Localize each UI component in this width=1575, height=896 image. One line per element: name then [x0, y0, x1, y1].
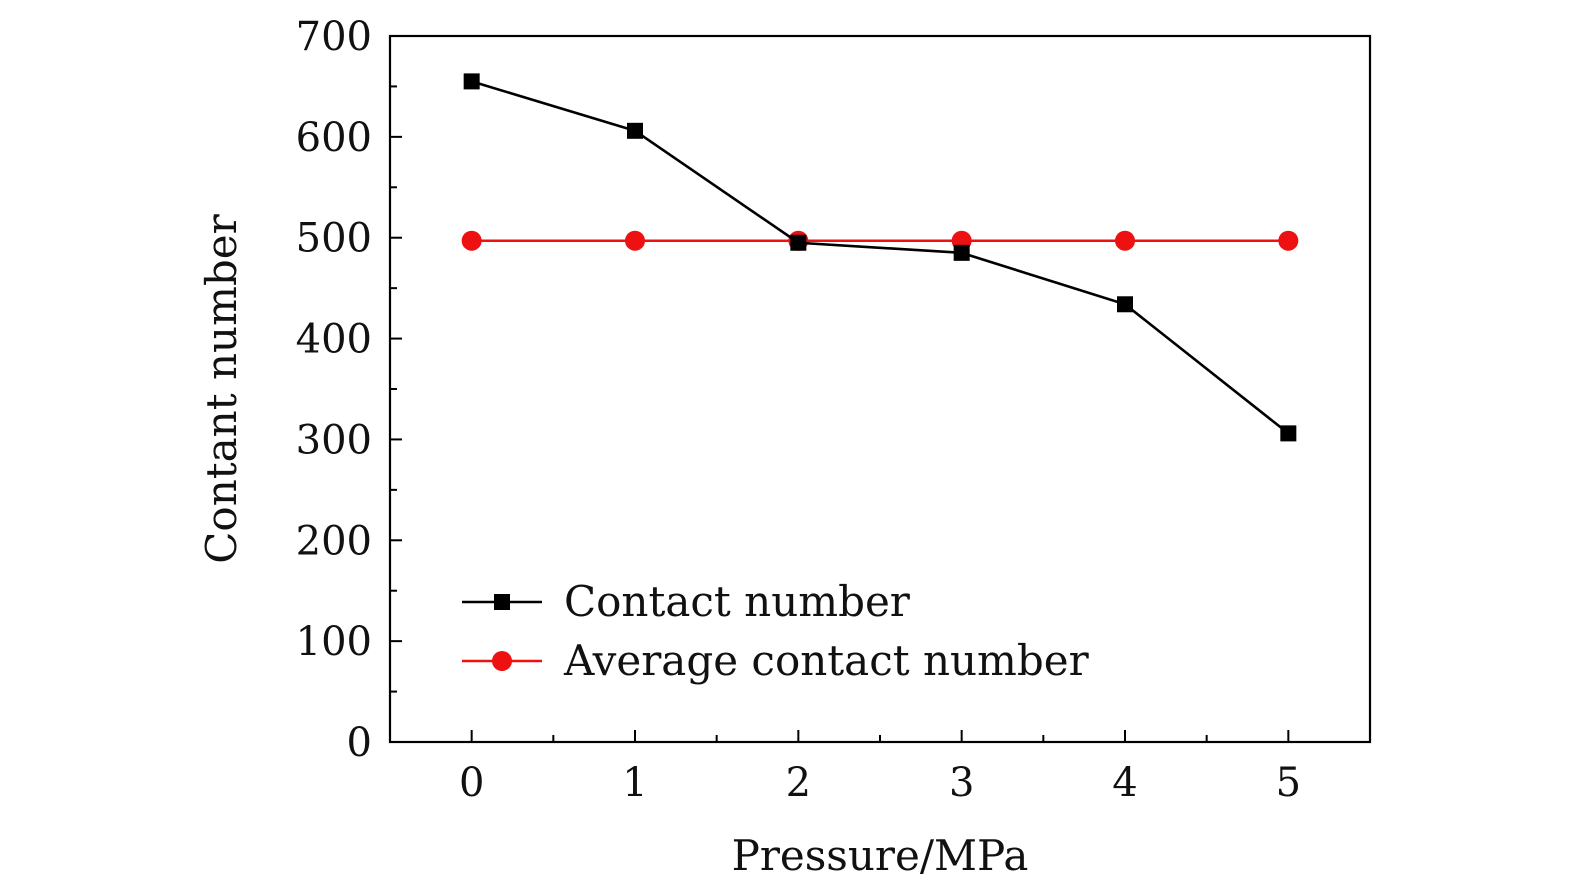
- y-axis-label: Contant number: [197, 213, 246, 563]
- x-axis-label: Pressure/MPa: [732, 831, 1029, 880]
- contact-number-point: [953, 244, 970, 261]
- legend-circle-marker: [492, 651, 512, 671]
- y-tick-label: 400: [296, 317, 372, 363]
- y-tick-label: 500: [296, 216, 372, 262]
- contact-number-point: [463, 73, 480, 90]
- y-tick-label: 0: [347, 720, 372, 766]
- y-tick-label: 100: [296, 619, 372, 665]
- legend-square-marker: [494, 594, 510, 610]
- legend-label: Average contact number: [563, 636, 1090, 685]
- legend: Contact number Average contact number: [462, 577, 1090, 685]
- series-layer: [461, 73, 1299, 442]
- y-axis-ticks: 0 100 200 300 400 500 600 700: [296, 14, 402, 766]
- average-contact-number-point: [1115, 230, 1135, 251]
- legend-label: Contact number: [564, 577, 911, 626]
- contact-number-point: [1117, 296, 1133, 313]
- contact-number-point: [790, 234, 807, 251]
- y-tick-label: 600: [296, 115, 372, 161]
- y-tick-label: 200: [296, 518, 372, 564]
- y-tick-label: 300: [296, 417, 372, 463]
- x-tick-label: 2: [786, 760, 811, 806]
- contact-number-point: [1280, 425, 1297, 442]
- average-contact-number-point: [1278, 230, 1299, 251]
- x-tick-label: 1: [622, 760, 647, 806]
- average-contact-number-point: [625, 230, 645, 251]
- x-tick-label: 3: [949, 760, 974, 806]
- y-tick-label: 700: [296, 14, 372, 60]
- x-tick-label: 5: [1276, 760, 1301, 806]
- contact-number-point: [627, 122, 643, 139]
- average-contact-number-point: [461, 230, 482, 251]
- x-tick-label: 4: [1112, 760, 1137, 806]
- x-axis-ticks: 0 1 2 3 4 5: [459, 730, 1301, 806]
- series-line-contact-number: [471, 80, 1290, 435]
- x-tick-label: 0: [459, 760, 484, 806]
